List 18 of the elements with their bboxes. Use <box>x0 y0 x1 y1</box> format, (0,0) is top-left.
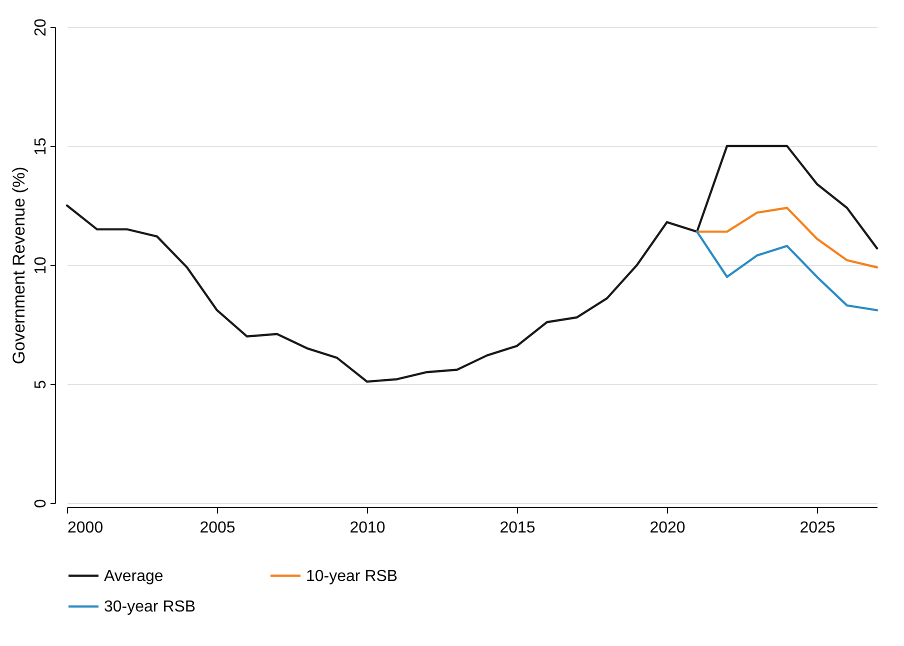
x-tick-label: 2020 <box>650 520 686 536</box>
y-tick-label: 0 <box>32 498 50 508</box>
legend-label: Average <box>104 568 164 585</box>
legend-label: 30-year RSB <box>104 598 196 616</box>
x-tick-label: 2025 <box>800 520 836 536</box>
legend-label: 10-year RSB <box>306 568 398 585</box>
x-tick-label: 2010 <box>350 520 386 536</box>
y-tick-label: 5 <box>32 380 50 389</box>
y-tick-label: 10 <box>32 256 50 274</box>
line-series <box>66 144 878 383</box>
y-axis-title: Government Revenue (%) <box>10 166 28 364</box>
x-tick-label: 2000 <box>68 520 104 536</box>
y-tick-label: 15 <box>32 138 50 156</box>
line-series <box>696 230 878 312</box>
y-tick-label: 20 <box>32 18 50 36</box>
line-series <box>696 206 878 268</box>
x-tick-label: 2005 <box>200 520 236 536</box>
x-tick-label: 2015 <box>500 520 536 536</box>
